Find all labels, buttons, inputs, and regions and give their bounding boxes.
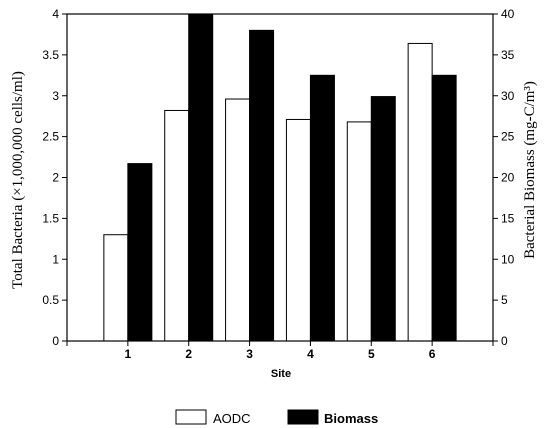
left-y-tick-label: 3.5	[42, 48, 59, 62]
right-y-ticks: 0 5 10 15 20 25 30 35 40	[493, 7, 515, 348]
x-ticks: 1 2 3 4 5 6	[66, 341, 494, 361]
right-y-tick-label: 15	[501, 211, 515, 225]
bar-biomass-site-1	[127, 163, 153, 342]
bar-aodc-site-1	[103, 234, 129, 342]
left-y-tick-label: 1.5	[42, 211, 59, 225]
right-y-tick-label: 40	[501, 7, 515, 21]
left-y-axis-title: Total Bacteria (×1,000,000 cells/ml)	[10, 71, 26, 289]
right-y-tick-label: 5	[501, 293, 508, 307]
right-y-tick-label: 30	[501, 89, 515, 103]
right-y-tick-label: 10	[501, 252, 515, 266]
bar-biomass-site-6	[431, 74, 457, 342]
bar-aodc-site-5	[346, 121, 372, 342]
x-tick-label: 1	[125, 347, 132, 361]
legend-label-aodc: AODC	[213, 411, 251, 426]
x-tick-label: 4	[307, 347, 314, 361]
bar-biomass-site-3	[249, 29, 275, 342]
legend-label-biomass: Biomass	[324, 411, 378, 426]
bar-aodc-site-6	[407, 42, 433, 342]
x-axis-title: Site	[271, 368, 291, 380]
left-y-tick-label: 0	[52, 334, 59, 348]
right-y-axis-title: Bacterial Biomass (mg-C/m³)	[522, 81, 538, 259]
bar-aodc-site-4	[285, 118, 311, 342]
bar-aodc-site-2	[164, 109, 190, 342]
legend: AODC Biomass	[175, 409, 378, 426]
x-tick-label: 6	[429, 347, 436, 361]
bar-biomass-site-2	[188, 13, 214, 342]
left-y-tick-label: 3	[52, 89, 59, 103]
bars-group	[103, 13, 457, 342]
x-tick-label: 3	[246, 347, 253, 361]
bar-aodc-site-3	[225, 98, 251, 342]
bar-biomass-site-4	[309, 74, 335, 342]
right-y-tick-label: 25	[501, 130, 515, 144]
left-y-tick-label: 4	[52, 7, 59, 21]
right-y-tick-label: 0	[501, 334, 508, 348]
left-y-tick-label: 2.5	[42, 130, 59, 144]
bar-biomass-site-5	[370, 96, 396, 342]
right-y-tick-label: 20	[501, 171, 515, 185]
left-y-ticks: 0 0.5 1 1.5 2 2.5 3 3.5 4	[42, 7, 67, 348]
legend-swatch-aodc	[175, 409, 207, 425]
left-y-tick-label: 1	[52, 252, 59, 266]
left-y-tick-label: 2	[52, 171, 59, 185]
x-tick-label: 5	[368, 347, 375, 361]
left-y-tick-label: 0.5	[42, 293, 59, 307]
legend-swatch-biomass	[287, 409, 319, 425]
x-tick-label: 2	[185, 347, 192, 361]
right-y-tick-label: 35	[501, 48, 515, 62]
